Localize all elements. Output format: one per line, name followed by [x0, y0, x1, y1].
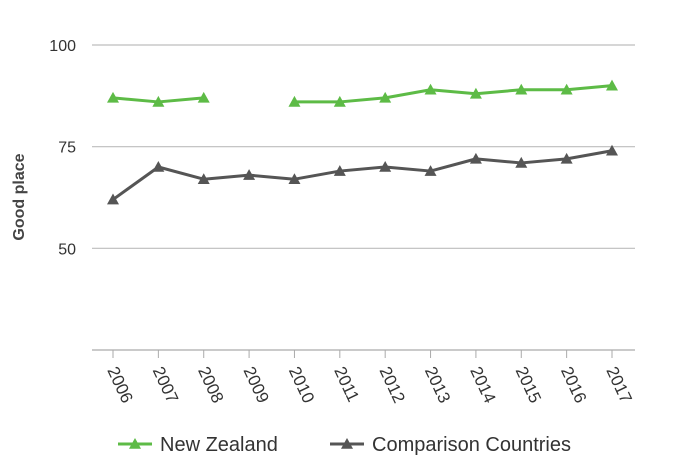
y-tick-label: 100	[49, 38, 76, 55]
data-point[interactable]	[288, 173, 301, 184]
data-point[interactable]	[379, 91, 392, 103]
series-new-zealand	[107, 79, 618, 107]
data-point[interactable]	[424, 83, 437, 95]
data-point[interactable]	[197, 173, 210, 184]
data-point[interactable]	[333, 165, 346, 176]
x-tick-label: 2012	[376, 364, 409, 406]
data-point[interactable]	[107, 193, 119, 205]
series	[107, 79, 618, 205]
series-line	[112, 149, 613, 201]
data-point[interactable]	[197, 91, 210, 103]
data-point[interactable]	[606, 144, 618, 156]
data-point[interactable]	[560, 83, 573, 95]
legend-swatch-marker	[341, 438, 353, 449]
series-comparison-countries	[107, 144, 618, 205]
data-point[interactable]	[107, 91, 119, 103]
x-tick-label: 2017	[602, 364, 635, 406]
x-tick-label: 2011	[330, 364, 363, 405]
data-point[interactable]	[152, 95, 165, 107]
x-tick-label: 2013	[421, 364, 454, 406]
data-point[interactable]	[515, 156, 528, 168]
legend-swatch-marker	[129, 438, 141, 449]
legend-label: Comparison Countries	[372, 434, 571, 456]
y-axis: 50 75 100	[49, 38, 76, 258]
series-line	[294, 84, 613, 104]
x-tick-label: 2008	[194, 364, 227, 406]
data-point[interactable]	[606, 79, 618, 91]
legend-item[interactable]: Comparison Countries	[330, 434, 571, 456]
x-tick-label: 2007	[149, 364, 182, 406]
y-tick-label: 50	[58, 241, 76, 258]
data-point[interactable]	[560, 152, 573, 164]
data-point[interactable]	[243, 169, 256, 180]
legend: New Zealand Comparison Countries	[118, 434, 571, 456]
data-point[interactable]	[469, 87, 482, 99]
data-point[interactable]	[288, 95, 301, 107]
y-tick-label: 75	[58, 140, 76, 157]
legend-label: New Zealand	[160, 434, 278, 456]
data-point[interactable]	[379, 161, 392, 172]
x-tick-label: 2014	[466, 364, 499, 406]
y-axis-label: Good place	[11, 153, 28, 240]
legend-item[interactable]: New Zealand	[118, 434, 278, 456]
x-tick-label: 2016	[557, 364, 590, 406]
gridlines	[92, 44, 635, 249]
x-tick-label: 2009	[239, 364, 272, 406]
x-tick-label: 2006	[103, 364, 136, 406]
x-tick-label: 2015	[512, 364, 545, 406]
data-point[interactable]	[152, 161, 165, 172]
x-axis: 2006 2007 2008 2009 2010 2011 2012 2013 2014 2015…	[92, 349, 636, 406]
data-point[interactable]	[424, 165, 437, 176]
x-tick-label: 2010	[285, 364, 318, 406]
data-point[interactable]	[515, 83, 528, 95]
data-point[interactable]	[333, 95, 346, 107]
data-point[interactable]	[469, 152, 482, 164]
